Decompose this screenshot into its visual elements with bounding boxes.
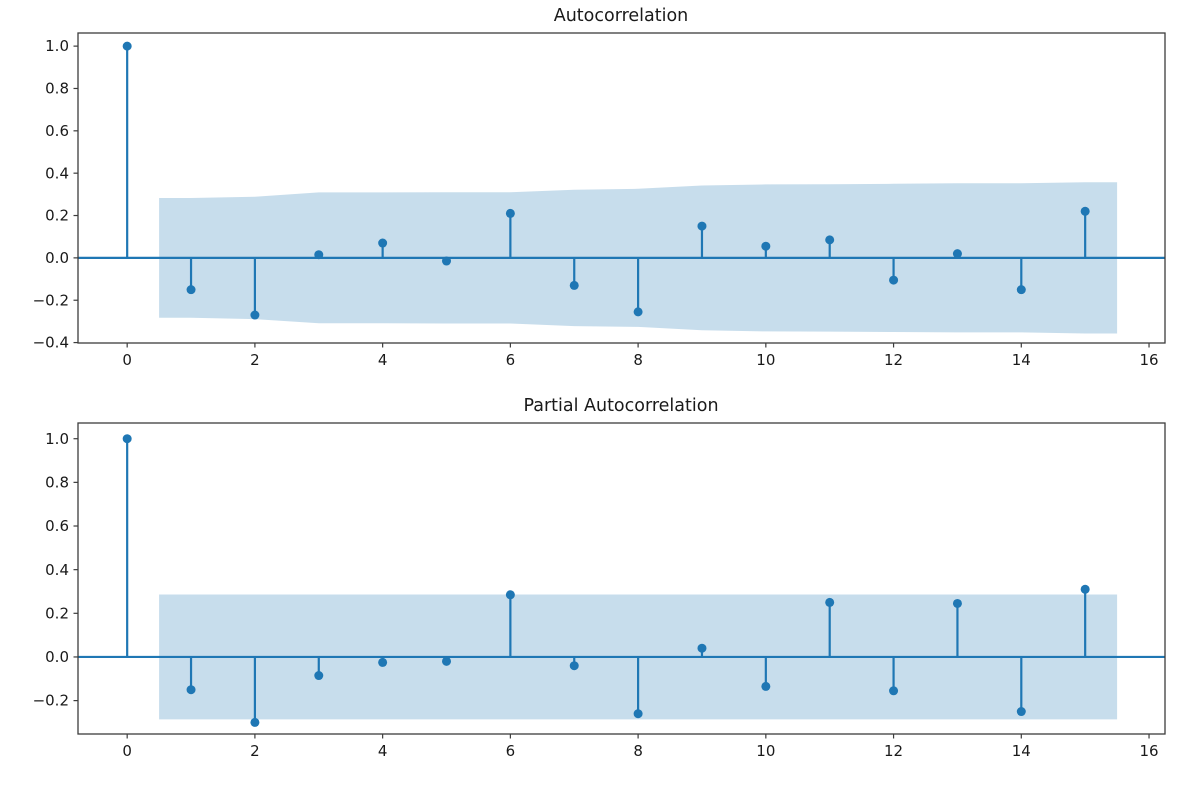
- marker-lag-2: [250, 717, 260, 727]
- y-tick-label: 1.0: [45, 430, 69, 448]
- marker-lag-10: [761, 681, 771, 691]
- pacf-plot: 0 2 4 6 8 10 12 14 16 1.0 0.8 0.6 0.4 0.2 0.0 −0.2: [33, 422, 1166, 760]
- marker-lag-15: [1080, 206, 1090, 216]
- axes-spines: [77, 422, 1166, 735]
- marker-lag-13: [952, 598, 962, 608]
- y-tick-label: 0.8: [45, 473, 69, 491]
- marker-lag-13: [952, 249, 962, 259]
- y-tick-label: 0.6: [45, 122, 69, 140]
- x-tick-label: 6: [506, 351, 516, 369]
- pacf-title: Partial Autocorrelation: [523, 396, 718, 416]
- marker-lag-7: [569, 280, 579, 290]
- marker-lag-1: [186, 685, 196, 695]
- marker-lag-12: [889, 275, 899, 285]
- marker-lag-15: [1080, 584, 1090, 594]
- y-tick-label: 0.4: [45, 164, 69, 182]
- x-tick-label: 12: [884, 351, 903, 369]
- marker-lag-7: [569, 661, 579, 671]
- x-tick-label: 12: [884, 742, 903, 760]
- marker-lag-0: [122, 41, 132, 51]
- marker-lag-12: [889, 686, 899, 696]
- marker-lag-9: [697, 643, 707, 653]
- marker-lag-14: [1016, 707, 1026, 717]
- marker-lag-3: [314, 250, 324, 260]
- y-tick-label: 0.6: [45, 517, 69, 535]
- marker-lag-1: [186, 285, 196, 295]
- marker-lag-9: [697, 221, 707, 231]
- acf-title: Autocorrelation: [554, 6, 689, 26]
- x-tick-label: 8: [633, 742, 643, 760]
- y-tick-label: 0.0: [45, 648, 69, 666]
- marker-lag-3: [314, 671, 324, 681]
- marker-lag-4: [378, 238, 388, 248]
- marker-lag-11: [825, 235, 835, 245]
- marker-lag-11: [825, 597, 835, 607]
- marker-lag-2: [250, 310, 260, 320]
- x-tick-label: 0: [122, 351, 132, 369]
- y-tick-label: −0.2: [33, 692, 69, 710]
- x-tick-label: 6: [506, 742, 516, 760]
- x-tick-label: 10: [756, 742, 775, 760]
- x-tick-label: 2: [250, 742, 260, 760]
- axes-spines: [77, 32, 1166, 344]
- marker-lag-14: [1016, 285, 1026, 295]
- x-tick-label: 8: [633, 351, 643, 369]
- acf-plot: 0 2 4 6 8 10 12 14 16 1.0 0.8 0.6 0.4 0.2 0.0 −0.2 −0.4: [33, 32, 1166, 369]
- x-tick-label: 14: [1012, 351, 1031, 369]
- marker-lag-8: [633, 709, 643, 719]
- y-tick-label: 0.0: [45, 249, 69, 267]
- y-tick-label: 0.2: [45, 604, 69, 622]
- marker-lag-5: [442, 256, 452, 266]
- marker-lag-5: [442, 656, 452, 666]
- marker-lag-0: [122, 434, 132, 444]
- marker-lag-6: [505, 208, 515, 218]
- y-tick-label: −0.2: [33, 291, 69, 309]
- x-tick-label: 4: [378, 742, 388, 760]
- x-tick-label: 2: [250, 351, 260, 369]
- y-tick-label: 0.8: [45, 80, 69, 98]
- x-tick-label: 4: [378, 351, 388, 369]
- marker-lag-4: [378, 657, 388, 667]
- x-tick-label: 16: [1139, 742, 1158, 760]
- marker-lag-8: [633, 307, 643, 317]
- y-tick-label: −0.4: [33, 334, 69, 352]
- x-tick-label: 14: [1012, 742, 1031, 760]
- y-tick-label: 0.4: [45, 561, 69, 579]
- x-tick-label: 16: [1139, 351, 1158, 369]
- marker-lag-6: [505, 590, 515, 600]
- y-tick-label: 1.0: [45, 37, 69, 55]
- x-tick-label: 0: [122, 742, 132, 760]
- x-tick-label: 10: [756, 351, 775, 369]
- y-tick-label: 0.2: [45, 207, 69, 225]
- marker-lag-10: [761, 241, 771, 251]
